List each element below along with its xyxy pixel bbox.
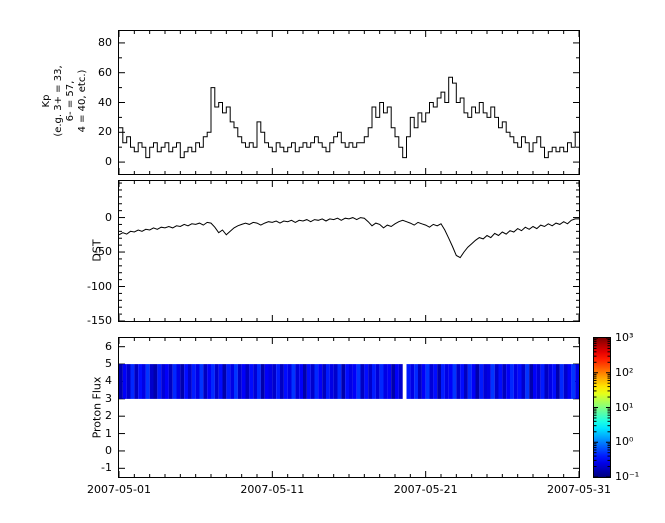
y-tick-label: 0: [105, 210, 112, 224]
colorbar-tick-label: 10¹: [615, 400, 634, 414]
colorbar-tick-label: 10⁰: [615, 435, 634, 449]
y-tick-label: 4: [105, 374, 112, 388]
y-tick-label: -1: [101, 461, 112, 475]
colorbar-tick-label: 10²: [615, 365, 634, 379]
y-tick-label: 6: [105, 339, 112, 353]
colorbar: [593, 337, 611, 478]
y-tick-label: -100: [87, 279, 112, 293]
y-tick-label: 80: [98, 35, 112, 49]
x-tick-label: 2007-05-01: [87, 483, 151, 496]
y-tick-label: 0: [105, 443, 112, 457]
proton-flux-heatmap: [119, 364, 579, 399]
y-tick-label: 20: [98, 125, 112, 139]
dst-line: [119, 218, 579, 258]
y-tick-label: -150: [87, 314, 112, 327]
x-tick-label: 2007-05-31: [547, 483, 611, 496]
proton-flux-panel: [118, 337, 580, 478]
y-tick-label: 2: [105, 409, 112, 423]
colorbar-tick-label: 10³: [615, 331, 634, 344]
y-tick-label: 1: [105, 426, 112, 440]
kp-panel: [118, 30, 580, 175]
y-tick-label: 5: [105, 357, 112, 371]
kp-line: [119, 77, 579, 157]
y-tick-label: 3: [105, 391, 112, 405]
x-tick-label: 2007-05-21: [393, 483, 458, 496]
y-tick-label: 40: [98, 95, 112, 109]
y-tick-label: -50: [94, 245, 112, 259]
x-tick-label: 2007-05-11: [240, 483, 305, 496]
dst-panel: [118, 180, 580, 322]
y-tick-label: 0: [105, 155, 112, 169]
y-tick-label: 60: [98, 65, 112, 79]
colorbar-tick-label: 10⁻¹: [615, 470, 640, 483]
kp-axis-label-line1: Kp: [41, 94, 52, 108]
